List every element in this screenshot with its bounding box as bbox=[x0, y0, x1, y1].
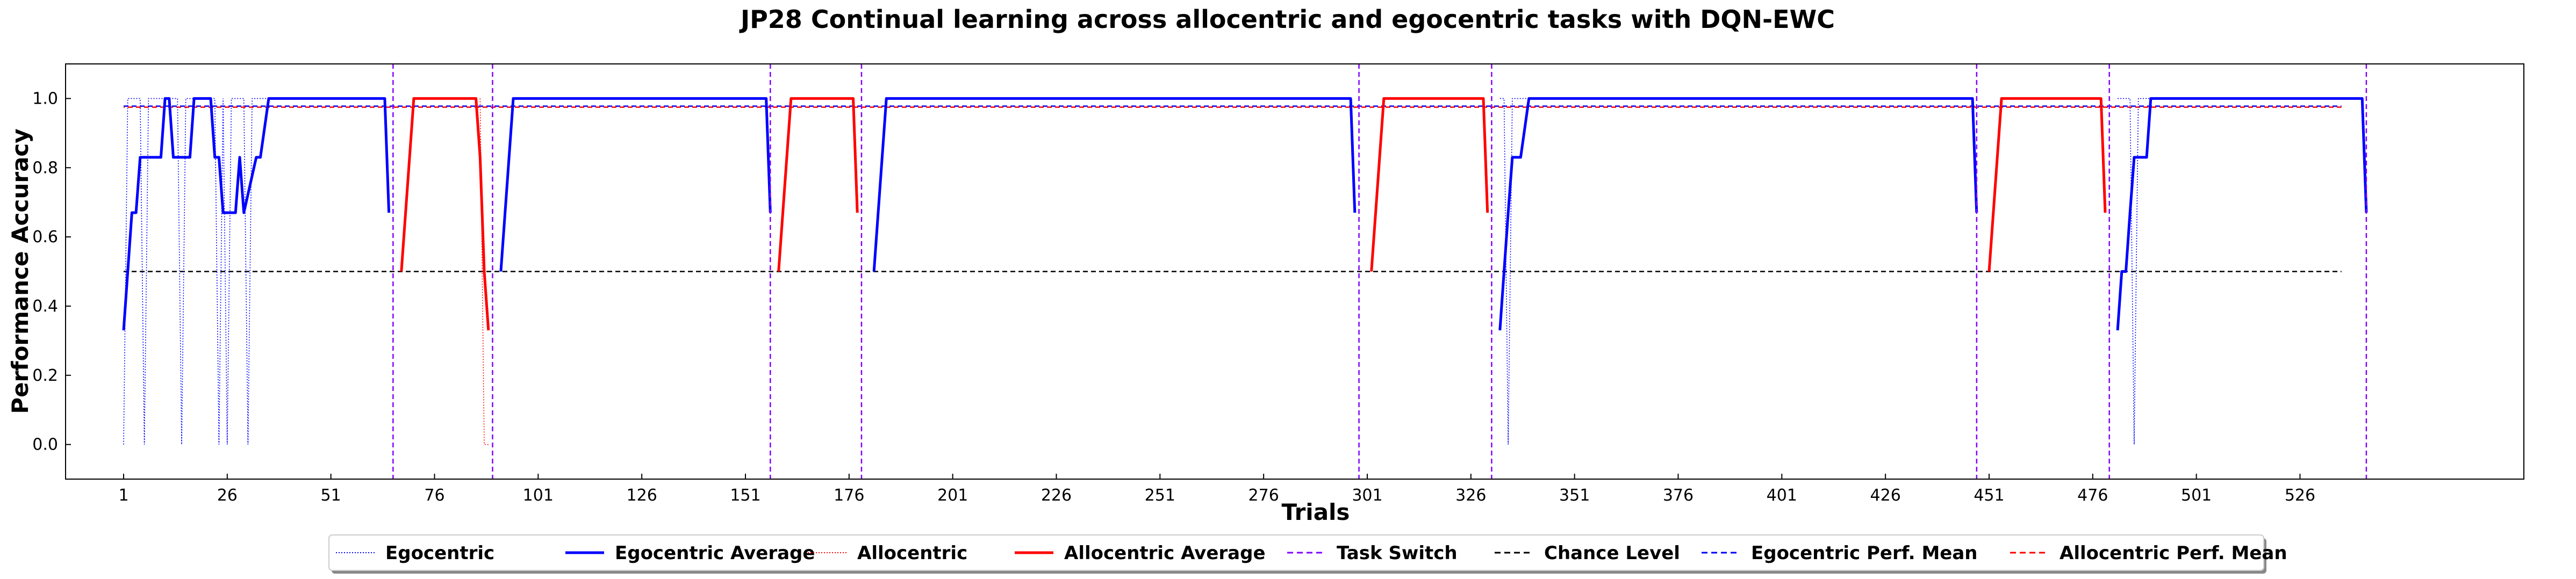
chart-title: JP28 Continual learning across allocentr… bbox=[739, 5, 1835, 34]
x-tick-label: 101 bbox=[523, 486, 554, 505]
legend-entry: Allocentric bbox=[808, 542, 967, 564]
allocentric-average-line bbox=[1370, 97, 1489, 272]
legend-entry: Task Switch bbox=[1287, 542, 1458, 564]
legend-label: Chance Level bbox=[1544, 542, 1680, 564]
legend-entry: Egocentric bbox=[336, 542, 494, 564]
allocentric-average-line bbox=[1987, 97, 2107, 272]
legend-entry: Egocentric Average bbox=[565, 542, 815, 564]
y-tick-label: 0.8 bbox=[32, 158, 58, 177]
allocentric-average-line bbox=[777, 97, 859, 272]
x-tick-label: 326 bbox=[1455, 486, 1486, 505]
y-tick-label: 0.0 bbox=[32, 436, 58, 454]
x-tick-label: 1 bbox=[118, 486, 128, 505]
egocentric-trial-series bbox=[2118, 98, 2151, 445]
legend: Egocentric Egocentric Average Allocentric A… bbox=[328, 534, 2287, 574]
legend-label: Egocentric bbox=[385, 542, 494, 564]
legend-label: Allocentric Average bbox=[1064, 542, 1266, 564]
x-tick-label: 126 bbox=[627, 486, 657, 505]
y-axis: 0.0 0.2 0.4 0.6 0.8 1.0 bbox=[32, 89, 71, 454]
y-tick-label: 0.4 bbox=[32, 297, 58, 316]
plot-area bbox=[122, 64, 2368, 479]
y-axis-label: Performance Accuracy bbox=[7, 128, 33, 414]
egocentric-average-line bbox=[872, 97, 1357, 272]
egocentric-trial-series bbox=[1499, 98, 1529, 445]
x-tick-label: 151 bbox=[730, 486, 760, 505]
x-tick-label: 476 bbox=[2077, 486, 2108, 505]
x-axis: 1 26 51 76 101 126 151 176 201 226 251 276 301 326 351… bbox=[118, 474, 2315, 505]
x-tick-label: 251 bbox=[1145, 486, 1175, 505]
allocentric-average-line bbox=[400, 97, 490, 331]
egocentric-average-line bbox=[122, 97, 391, 331]
x-tick-label: 451 bbox=[1974, 486, 2004, 505]
legend-label: Egocentric Perf. Mean bbox=[1751, 542, 1977, 564]
egocentric-average-line bbox=[499, 97, 772, 272]
x-tick-label: 501 bbox=[2181, 486, 2212, 505]
legend-entry: Egocentric Perf. Mean bbox=[1702, 542, 1977, 564]
plot-frame bbox=[65, 63, 2524, 480]
y-tick-label: 0.2 bbox=[32, 366, 58, 385]
legend-entry: Allocentric Average bbox=[1015, 542, 1266, 564]
legend-label: Egocentric Average bbox=[615, 542, 815, 564]
legend-box bbox=[328, 534, 2264, 571]
x-tick-label: 51 bbox=[321, 486, 341, 505]
x-tick-label: 426 bbox=[1870, 486, 1901, 505]
x-axis-label: Trials bbox=[1282, 499, 1350, 525]
x-tick-label: 26 bbox=[217, 486, 238, 505]
egocentric-average-line bbox=[1498, 97, 1978, 331]
egocentric-average-line bbox=[2116, 97, 2368, 331]
legend-label: Allocentric bbox=[857, 542, 967, 564]
x-tick-label: 376 bbox=[1663, 486, 1694, 505]
legend-entry: Chance Level bbox=[1495, 542, 1680, 564]
x-tick-label: 351 bbox=[1559, 486, 1590, 505]
x-tick-label: 76 bbox=[424, 486, 444, 505]
legend-label: Task Switch bbox=[1337, 542, 1458, 564]
x-tick-label: 401 bbox=[1767, 486, 1797, 505]
x-tick-label: 201 bbox=[937, 486, 968, 505]
x-tick-label: 526 bbox=[2285, 486, 2315, 505]
legend-label: Allocentric Perf. Mean bbox=[2060, 542, 2287, 564]
y-tick-label: 0.6 bbox=[32, 228, 58, 247]
x-tick-label: 276 bbox=[1248, 486, 1279, 505]
y-tick-label: 1.0 bbox=[32, 89, 58, 108]
legend-entry: Allocentric Perf. Mean bbox=[2010, 542, 2287, 564]
x-tick-label: 226 bbox=[1041, 486, 1072, 505]
x-tick-label: 301 bbox=[1352, 486, 1382, 505]
x-tick-label: 176 bbox=[834, 486, 864, 505]
